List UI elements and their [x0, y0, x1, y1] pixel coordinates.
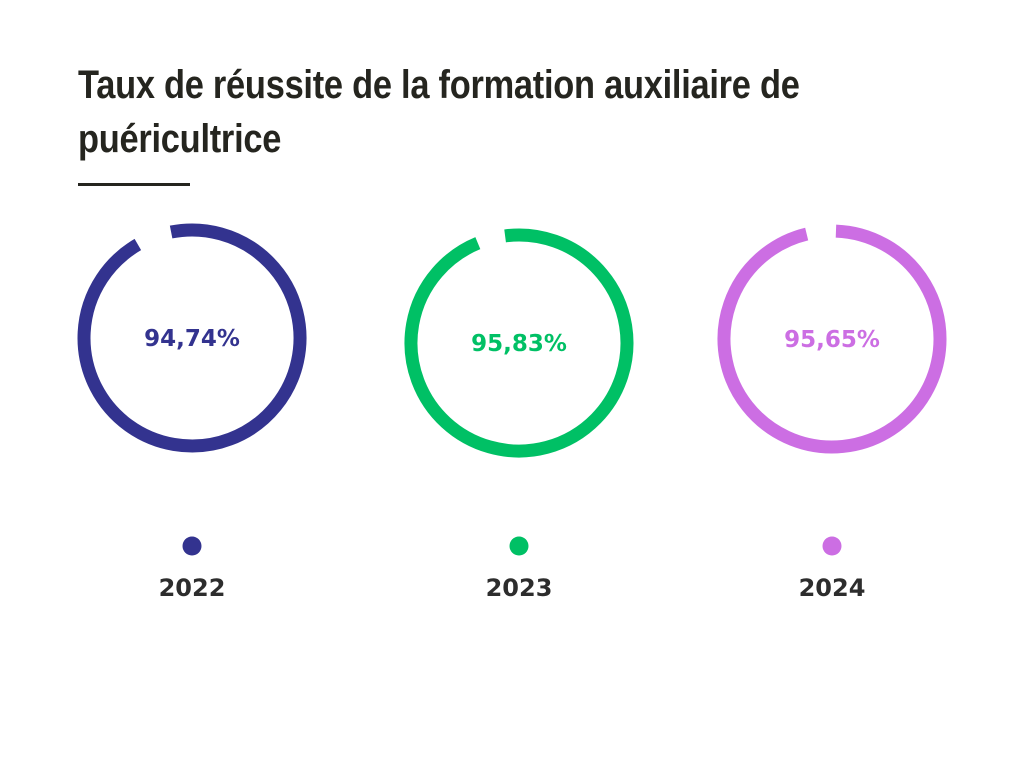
ring-arc-2023: [404, 228, 634, 458]
legend-dot-2022: [182, 536, 202, 556]
ring-arc-2022: [77, 223, 307, 453]
legend-label-2023: 2023: [486, 574, 553, 602]
legend-label-2022: 2022: [159, 574, 226, 602]
ring-arc-2024: [717, 224, 947, 454]
title-underline: [78, 183, 190, 186]
value-label-2023: 95,83%: [471, 331, 567, 357]
value-label-2022: 94,74%: [144, 326, 240, 352]
chart-title: Taux de réussite de la formation auxilia…: [78, 63, 800, 161]
legend-dot-2023: [509, 536, 529, 556]
legend-dot-2024: [822, 536, 842, 556]
legend-label-2024: 2024: [799, 574, 866, 602]
value-label-2024: 95,65%: [784, 327, 880, 353]
